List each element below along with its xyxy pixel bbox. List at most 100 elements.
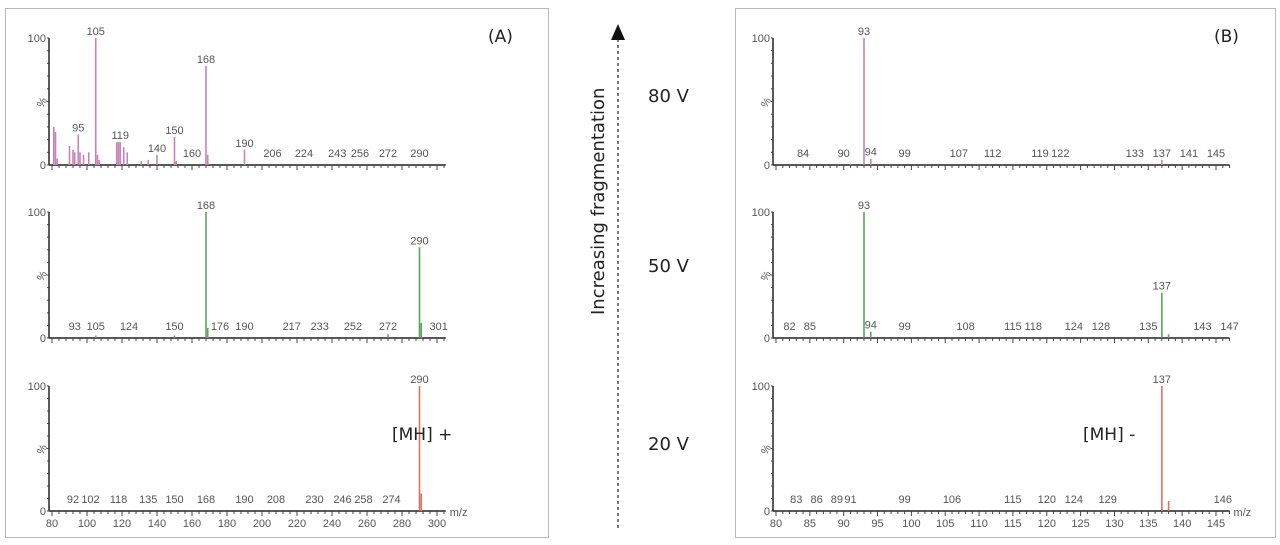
x-tick-label: 220 [288, 518, 306, 530]
peak-label: 106 [943, 494, 961, 506]
x-tick-label: 300 [428, 518, 446, 530]
x-tick-label: 110 [970, 518, 988, 530]
x-tick-label: 140 [148, 518, 166, 530]
peak-label: 217 [283, 321, 301, 333]
peak-label: 133 [1126, 148, 1144, 160]
peak-label: 94 [865, 320, 877, 332]
peak-label: 115 [1004, 494, 1022, 506]
x-tick-label: 120 [113, 518, 131, 530]
y-tick-label-0: 0 [764, 160, 770, 172]
peak-label: 150 [165, 494, 183, 506]
peak-label: 82 [783, 321, 795, 333]
x-tick-label: 115 [1004, 518, 1022, 530]
peak-label: 90 [838, 148, 850, 160]
peak-label: 84 [797, 148, 809, 160]
peak-label: 124 [1065, 321, 1083, 333]
peak-label: 105 [87, 321, 105, 333]
peak-label: 93 [858, 200, 870, 212]
voltage-label-50: 50 V [648, 256, 690, 277]
x-tick-label: 90 [838, 518, 850, 530]
peak-label: 86 [810, 494, 822, 506]
peak-label: 274 [382, 494, 400, 506]
peak-label: 243 [328, 148, 346, 160]
peak-label: 89 [831, 494, 843, 506]
peak-label: 150 [165, 321, 183, 333]
x-tick-label: 80 [770, 518, 782, 530]
peak-label: 168 [197, 54, 215, 66]
peak-label: 140 [148, 143, 166, 155]
peak-label: 85 [804, 321, 816, 333]
peak-label: 119 [111, 130, 129, 142]
y-tick-label-0: 0 [40, 333, 46, 345]
peak-label: 252 [344, 321, 362, 333]
peak-label: 93 [69, 321, 81, 333]
peak-label: 137 [1153, 148, 1171, 160]
peak-label: 176 [211, 321, 229, 333]
peak-label: 206 [263, 148, 281, 160]
peak-label: 102 [81, 494, 99, 506]
x-tick-label: 105 [936, 518, 954, 530]
peak-label: 128 [1092, 321, 1110, 333]
x-tick-label: 280 [393, 518, 411, 530]
peak-label: 246 [333, 494, 351, 506]
peak-label: 93 [858, 26, 870, 38]
peak-label: 147 [1220, 321, 1238, 333]
x-tick-label: 95 [871, 518, 883, 530]
peak-label: 91 [844, 494, 856, 506]
peak-label: 160 [183, 148, 201, 160]
peak-label: 190 [235, 138, 253, 150]
peak-label: 301 [430, 321, 448, 333]
peak-label: 95 [72, 123, 84, 135]
y-tick-label-0: 0 [764, 506, 770, 518]
peak-label: 119 [1031, 148, 1049, 160]
peak-label: 99 [898, 494, 910, 506]
peak-label: 146 [1214, 494, 1232, 506]
peak-label: 107 [950, 148, 968, 160]
x-tick-label: 260 [358, 518, 376, 530]
peak-label: 290 [410, 235, 428, 247]
peak-label: 150 [165, 125, 183, 137]
x-tick-label: 180 [218, 518, 236, 530]
y-tick-label-100: 100 [752, 207, 770, 219]
x-tick-label: 85 [804, 518, 816, 530]
peak-label: 145 [1207, 148, 1225, 160]
x-tick-label: 240 [323, 518, 341, 530]
peak-label: 118 [1024, 321, 1042, 333]
panel-a-label: (A) [488, 27, 513, 47]
mh-plus-label: [MH] + [392, 425, 452, 445]
panel-a-frame [5, 8, 549, 538]
peak-label: 112 [984, 148, 1002, 160]
x-tick-label: 140 [1173, 518, 1191, 530]
x-tick-label: 145 [1207, 518, 1225, 530]
peak-label: 272 [379, 148, 397, 160]
peak-label: 105 [87, 26, 105, 38]
peak-label: 290 [410, 374, 428, 386]
y-tick-label-100: 100 [28, 381, 46, 393]
peak-label: 120 [1038, 494, 1056, 506]
mh-minus-label: [MH] - [1083, 425, 1135, 445]
x-tick-label: 80 [46, 518, 58, 530]
voltage-label-80: 80 V [648, 86, 690, 107]
peak-label: 190 [235, 494, 253, 506]
peak-label: 108 [956, 321, 974, 333]
peak-label: 208 [267, 494, 285, 506]
peak-label: 224 [295, 148, 313, 160]
peak-label: 168 [197, 200, 215, 212]
peak-label: 115 [1004, 321, 1022, 333]
y-tick-label-100: 100 [752, 381, 770, 393]
y-tick-label-100: 100 [28, 207, 46, 219]
x-tick-label: 125 [1071, 518, 1089, 530]
y-tick-label-100: 100 [752, 33, 770, 45]
peak-label: 118 [110, 494, 128, 506]
x-axis-label: m/z [450, 507, 468, 519]
arrow-label: Increasing fragmentation [588, 88, 609, 315]
peak-label: 290 [410, 148, 428, 160]
peak-label: 141 [1180, 148, 1198, 160]
peak-label: 99 [898, 148, 910, 160]
peak-label: 92 [67, 494, 79, 506]
peak-label: 124 [1065, 494, 1083, 506]
x-tick-label: 100 [902, 518, 920, 530]
x-tick-label: 135 [1139, 518, 1157, 530]
